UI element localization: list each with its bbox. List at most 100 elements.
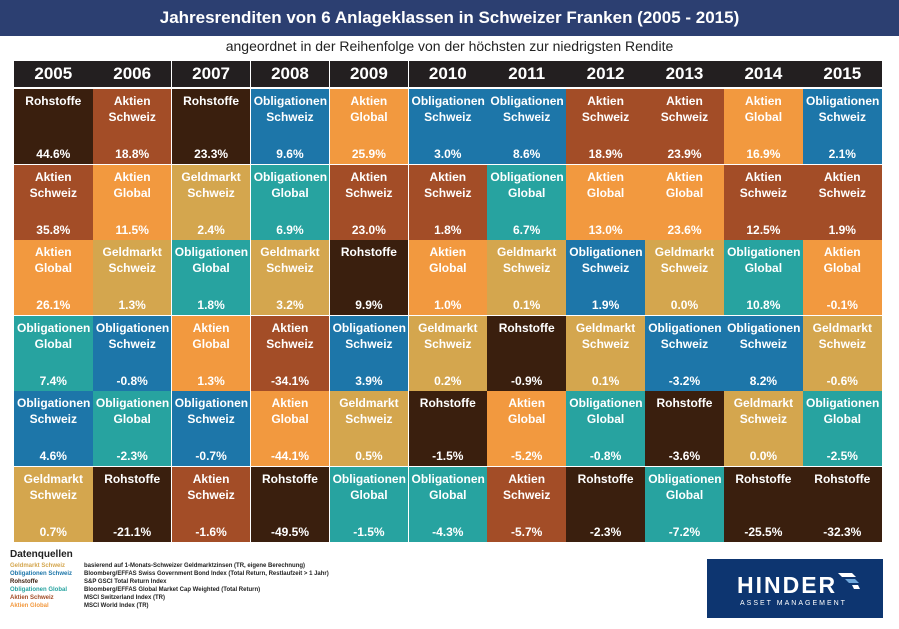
source-name: Obligationen Schweiz xyxy=(10,571,73,577)
return-cell-2012-geldmarkt: Geldmarkt Schweiz 0.1% xyxy=(566,315,645,391)
return-cell-2011-geldmarkt: Geldmarkt Schweiz 0.1% xyxy=(487,240,566,316)
cell-return-value: 0.2% xyxy=(434,373,462,388)
return-cell-2006-aktien_ch: Aktien Schweiz 18.8% xyxy=(92,89,172,164)
cell-asset-label: Obligationen Schweiz xyxy=(17,396,91,427)
cell-return-value: 23.6% xyxy=(667,222,702,237)
return-cell-2005-oblig_ch: Obligationen Schweiz 4.6% xyxy=(14,391,93,467)
return-cell-2008-aktien_gl: Aktien Global -44.1% xyxy=(250,391,330,467)
source-name: Geldmarkt Schweiz xyxy=(10,563,66,569)
cell-return-value: 23.3% xyxy=(194,147,229,161)
return-cell-2007-oblig_gl: Obligationen Global 1.8% xyxy=(171,240,251,316)
cell-return-value: -1.6% xyxy=(195,525,227,539)
source-description: Bloomberg/EFFAS Swiss Government Bond In… xyxy=(84,571,329,577)
cell-asset-label: Rohstoffe xyxy=(814,472,871,486)
year-header-2013: 2013 xyxy=(645,61,724,87)
return-cell-2006-aktien_gl: Aktien Global 11.5% xyxy=(92,164,172,240)
year-header-2010: 2010 xyxy=(408,61,488,87)
cell-asset-label: Aktien Schweiz xyxy=(581,94,630,124)
cell-asset-label: Aktien Schweiz xyxy=(345,169,393,200)
cell-asset-label: Obligationen Schweiz xyxy=(569,245,643,276)
year-header-2012: 2012 xyxy=(566,61,645,87)
cell-asset-label: Rohstoffe xyxy=(340,245,397,260)
cell-asset-label: Geldmarkt Schweiz xyxy=(654,245,715,276)
cell-return-value: 10.8% xyxy=(746,298,781,313)
cell-return-value: 1.8% xyxy=(434,222,462,237)
return-cell-2015-oblig_ch: Obligationen Schweiz 2.1% xyxy=(803,89,882,164)
return-cell-2013-aktien_gl: Aktien Global 23.6% xyxy=(645,164,724,240)
cell-asset-label: Obligationen Global xyxy=(17,320,91,351)
cell-asset-label: Aktien Global xyxy=(508,396,546,427)
cell-asset-label: Rohstoffe xyxy=(25,94,82,108)
return-cell-2011-oblig_gl: Obligationen Global 6.7% xyxy=(487,164,566,240)
cell-return-value: -0.8% xyxy=(116,373,148,388)
year-header-2011: 2011 xyxy=(487,61,566,87)
cell-asset-label: Obligationen Schweiz xyxy=(411,94,485,124)
cell-asset-label: Aktien Global xyxy=(823,245,861,276)
return-cell-2009-oblig_gl: Obligationen Global -1.5% xyxy=(329,467,409,542)
return-cell-2010-oblig_ch: Obligationen Schweiz 3.0% xyxy=(408,89,488,164)
cell-return-value: 2.1% xyxy=(828,147,856,161)
year-header-2014: 2014 xyxy=(724,61,803,87)
cell-return-value: 1.9% xyxy=(591,298,620,313)
cell-asset-label: Obligationen Global xyxy=(648,472,722,502)
cell-return-value: -49.5% xyxy=(270,525,309,539)
cell-asset-label: Obligationen Schweiz xyxy=(174,396,249,427)
return-cell-2006-oblig_gl: Obligationen Global -2.3% xyxy=(92,391,172,467)
cell-asset-label: Aktien Global xyxy=(586,169,625,200)
return-cell-2007-aktien_gl: Aktien Global 1.3% xyxy=(171,315,251,391)
cell-asset-label: Geldmarkt Schweiz xyxy=(181,169,241,200)
source-row: Obligationen Global Bloomberg/EFFAS Globa… xyxy=(10,586,690,594)
cell-return-value: -2.3% xyxy=(589,525,622,539)
cell-return-value: 2.4% xyxy=(197,222,225,237)
return-cell-2015-rohstoffe: Rohstoffe -32.3% xyxy=(803,467,882,542)
year-header-2006: 2006 xyxy=(92,61,172,87)
cell-return-value: 25.9% xyxy=(351,147,386,161)
cell-return-value: 11.5% xyxy=(115,222,149,237)
return-cell-2015-oblig_gl: Obligationen Global -2.5% xyxy=(803,391,882,467)
return-cell-2009-geldmarkt: Geldmarkt Schweiz 0.5% xyxy=(329,391,409,467)
cell-return-value: 13.0% xyxy=(588,222,623,237)
cell-asset-label: Obligationen Global xyxy=(490,169,564,200)
return-cell-2011-aktien_gl: Aktien Global -5.2% xyxy=(487,391,566,467)
sources-title: Datenquellen xyxy=(10,549,73,560)
cell-return-value: -44.1% xyxy=(270,449,309,464)
cell-return-value: 0.5% xyxy=(355,449,383,464)
cell-asset-label: Aktien Schweiz xyxy=(818,169,866,200)
returns-table: 2005 Rohstoffe 44.6% Aktien Schweiz 35.8% Akt… xyxy=(14,61,882,542)
return-cell-2013-geldmarkt: Geldmarkt Schweiz 0.0% xyxy=(645,240,724,316)
cell-asset-label: Aktien Global xyxy=(429,245,467,276)
source-description: MSCI Switzerland Index (TR) xyxy=(84,595,166,601)
logo-wordmark: HINDER xyxy=(737,572,838,598)
cell-return-value: -3.6% xyxy=(668,449,701,464)
cell-return-value: 0.7% xyxy=(39,525,67,539)
return-cell-2012-rohstoffe: Rohstoffe -2.3% xyxy=(566,467,645,542)
source-description: MSCI World Index (TR) xyxy=(84,603,149,609)
year-header-2009: 2009 xyxy=(329,61,409,87)
return-cell-2015-aktien_gl: Aktien Global -0.1% xyxy=(803,240,882,316)
return-cell-2010-rohstoffe: Rohstoffe -1.5% xyxy=(408,391,488,467)
year-header-2007: 2007 xyxy=(171,61,251,87)
cell-return-value: 18.8% xyxy=(115,147,150,161)
cell-asset-label: Geldmarkt Schweiz xyxy=(733,396,794,427)
cell-asset-label: Obligationen Schweiz xyxy=(648,320,722,351)
return-cell-2011-rohstoffe: Rohstoffe -0.9% xyxy=(487,315,566,391)
data-sources: Datenquellen Geldmarkt Schweiz basierend … xyxy=(10,549,690,610)
return-cell-2013-aktien_ch: Aktien Schweiz 23.9% xyxy=(645,89,724,164)
cell-return-value: -32.3% xyxy=(823,525,862,539)
cell-return-value: -0.9% xyxy=(511,373,543,388)
sources-list: Geldmarkt Schweiz basierend auf 1-Monats-… xyxy=(10,562,690,610)
cell-asset-label: Rohstoffe xyxy=(261,472,318,486)
cell-asset-label: Geldmarkt Schweiz xyxy=(260,245,320,276)
source-row: Geldmarkt Schweiz basierend auf 1-Monats-… xyxy=(10,562,690,570)
return-cell-2007-oblig_ch: Obligationen Schweiz -0.7% xyxy=(171,391,251,467)
return-cell-2010-aktien_ch: Aktien Schweiz 1.8% xyxy=(408,164,488,240)
cell-asset-label: Obligationen Global xyxy=(727,245,801,276)
cell-return-value: 4.6% xyxy=(39,449,67,464)
cell-return-value: -21.1% xyxy=(113,525,152,539)
cell-return-value: -0.7% xyxy=(195,449,227,464)
cell-asset-label: Aktien Schweiz xyxy=(266,320,314,351)
cell-asset-label: Obligationen Schweiz xyxy=(490,94,564,124)
cell-return-value: -7.2% xyxy=(668,525,701,539)
cell-return-value: 12.5% xyxy=(746,222,781,237)
return-cell-2009-aktien_ch: Aktien Schweiz 23.0% xyxy=(329,164,409,240)
